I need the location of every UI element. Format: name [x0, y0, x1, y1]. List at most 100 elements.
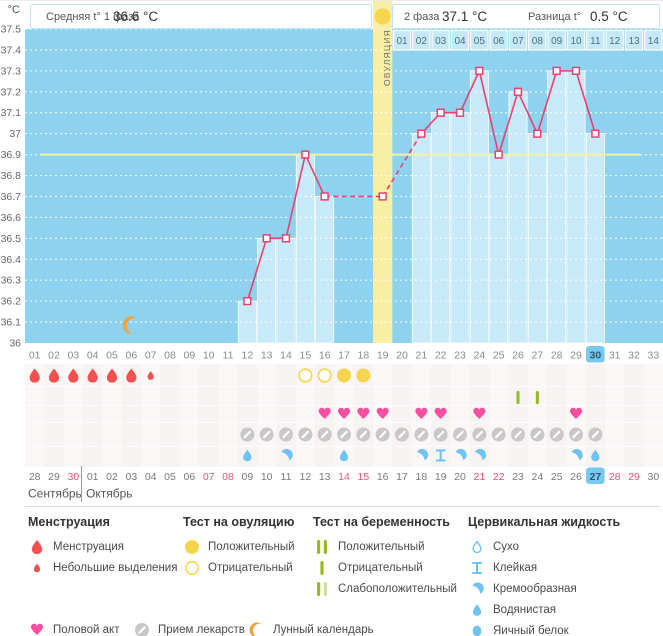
- temp-marker[interactable]: [417, 129, 426, 138]
- circle-filled-icon[interactable]: [356, 368, 371, 383]
- cycle-day-number[interactable]: 30: [589, 350, 601, 362]
- cycle-day-number[interactable]: 13: [261, 350, 273, 362]
- watery-icon[interactable]: [243, 449, 252, 462]
- watery-icon[interactable]: [591, 449, 600, 462]
- pill-icon[interactable]: [279, 427, 293, 442]
- today-date-chip[interactable]: [586, 467, 605, 485]
- pill-icon[interactable]: [472, 427, 487, 442]
- pill-icon[interactable]: [356, 427, 371, 442]
- cycle-day-number[interactable]: 23: [454, 350, 466, 362]
- cycle-day-number[interactable]: 01: [29, 350, 41, 362]
- cycle-day-number[interactable]: 33: [647, 350, 659, 362]
- sticky-icon[interactable]: [435, 449, 446, 462]
- temp-marker[interactable]: [262, 234, 271, 243]
- temp-marker[interactable]: [552, 66, 561, 76]
- pill-icon[interactable]: [337, 427, 351, 442]
- temp-marker[interactable]: [591, 129, 600, 138]
- current-day-chip[interactable]: [586, 346, 605, 363]
- bar-one-icon[interactable]: [535, 390, 539, 405]
- circle-outline-icon[interactable]: [298, 368, 313, 383]
- heart-icon[interactable]: [318, 407, 331, 419]
- heart-icon[interactable]: [434, 407, 447, 419]
- cycle-day-number[interactable]: 16: [319, 350, 331, 362]
- temp-marker[interactable]: [243, 296, 252, 306]
- pill-icon[interactable]: [530, 427, 545, 442]
- cycle-day-number[interactable]: 14: [280, 350, 292, 362]
- cycle-day-number[interactable]: 24: [473, 350, 485, 362]
- pill-icon[interactable]: [259, 427, 274, 442]
- pill-icon[interactable]: [588, 427, 603, 442]
- pill-icon[interactable]: [453, 427, 467, 442]
- heart-icon[interactable]: [415, 407, 428, 419]
- pill-icon[interactable]: [375, 427, 390, 442]
- temp-marker[interactable]: [455, 108, 465, 117]
- bar-one-icon[interactable]: [516, 390, 520, 405]
- temp-day-bar[interactable]: [566, 70, 586, 344]
- drop-large-icon[interactable]: [106, 368, 118, 383]
- temp-day-bar[interactable]: [257, 237, 277, 344]
- cycle-day-number[interactable]: 10: [203, 350, 215, 362]
- cycle-day-number[interactable]: 21: [415, 350, 427, 362]
- cycle-day-number[interactable]: 17: [338, 350, 350, 362]
- cycle-day-number[interactable]: 26: [512, 350, 524, 362]
- pill-icon[interactable]: [395, 427, 409, 442]
- temp-day-bar[interactable]: [547, 70, 567, 344]
- drop-large-icon[interactable]: [126, 368, 137, 383]
- temp-day-bar[interactable]: [469, 70, 489, 344]
- creamy-icon[interactable]: [281, 448, 293, 461]
- cycle-day-number[interactable]: 04: [87, 350, 99, 362]
- cycle-day-number[interactable]: 15: [299, 350, 311, 362]
- cycle-day-number[interactable]: 28: [551, 350, 563, 362]
- circle-filled-icon[interactable]: [337, 368, 351, 383]
- cycle-day-number[interactable]: 29: [570, 350, 582, 362]
- temp-marker[interactable]: [281, 234, 291, 243]
- cycle-day-number[interactable]: 32: [628, 350, 640, 362]
- cycle-day-number[interactable]: 22: [435, 350, 447, 362]
- creamy-icon[interactable]: [571, 448, 583, 461]
- cycle-day-number[interactable]: 25: [493, 350, 505, 362]
- pill-icon[interactable]: [414, 427, 429, 442]
- creamy-icon[interactable]: [474, 448, 487, 461]
- pill-icon[interactable]: [317, 427, 332, 442]
- watery-icon[interactable]: [339, 449, 349, 462]
- temp-marker[interactable]: [378, 192, 387, 201]
- temp-marker[interactable]: [436, 108, 445, 117]
- drop-large-icon[interactable]: [48, 368, 60, 383]
- cycle-day-number[interactable]: 07: [145, 350, 157, 362]
- temp-marker[interactable]: [320, 192, 329, 201]
- temp-day-bar[interactable]: [315, 196, 335, 344]
- pill-icon[interactable]: [433, 427, 448, 442]
- temp-marker[interactable]: [475, 66, 484, 76]
- heart-icon[interactable]: [338, 407, 350, 419]
- heart-icon[interactable]: [473, 407, 486, 419]
- temp-marker[interactable]: [513, 87, 523, 96]
- cycle-day-number[interactable]: 20: [396, 350, 408, 362]
- cycle-day-number[interactable]: 06: [125, 350, 137, 362]
- cycle-day-number[interactable]: 31: [609, 350, 621, 362]
- cycle-day-number[interactable]: 18: [357, 350, 369, 362]
- cycle-day-number[interactable]: 11: [223, 350, 234, 362]
- temp-day-bar[interactable]: [276, 237, 296, 344]
- drop-small-icon[interactable]: [147, 371, 154, 380]
- cycle-day-number[interactable]: 03: [67, 350, 79, 362]
- cycle-day-number[interactable]: 02: [48, 350, 60, 362]
- temp-marker[interactable]: [494, 150, 503, 159]
- heart-icon[interactable]: [570, 407, 582, 419]
- pill-icon[interactable]: [549, 427, 564, 442]
- creamy-icon[interactable]: [416, 448, 429, 461]
- temp-day-bar[interactable]: [450, 112, 470, 344]
- cycle-day-number[interactable]: 08: [164, 350, 176, 362]
- heart-icon[interactable]: [357, 407, 370, 419]
- cycle-day-number[interactable]: 27: [531, 350, 543, 362]
- pill-icon[interactable]: [491, 427, 506, 442]
- creamy-icon[interactable]: [455, 448, 467, 461]
- pill-icon[interactable]: [569, 427, 583, 442]
- heart-icon[interactable]: [376, 407, 389, 419]
- pill-icon[interactable]: [240, 427, 255, 442]
- cycle-day-number[interactable]: 19: [377, 350, 389, 362]
- temp-day-bar[interactable]: [489, 154, 509, 344]
- temp-marker[interactable]: [533, 129, 542, 138]
- pill-icon[interactable]: [511, 427, 525, 442]
- cycle-day-number[interactable]: 09: [183, 350, 195, 362]
- drop-large-icon[interactable]: [68, 368, 79, 383]
